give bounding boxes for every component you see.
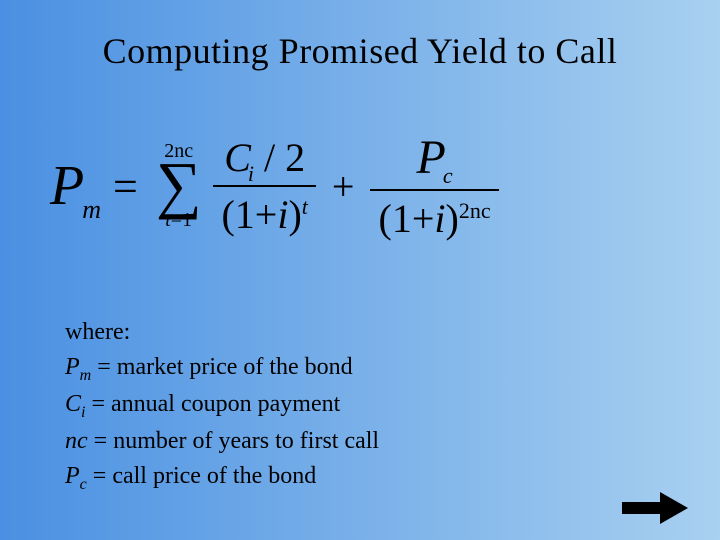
def-nc: nc = number of years to first call: [65, 424, 379, 459]
where-label: where:: [65, 315, 379, 350]
fraction-2: Pc (1+i)2nc: [370, 130, 498, 242]
formula-block: P m = 2nc ∑ t=1 Ci / 2 (1+i)t + Pc (1+i)…: [50, 130, 670, 300]
definitions: where: Pm = market price of the bond Ci …: [65, 315, 379, 496]
pm-sub-m: m: [82, 195, 101, 225]
frac2-denominator: (1+i)2nc: [370, 191, 498, 242]
plus-sign: +: [332, 163, 355, 210]
equals-sign: =: [113, 161, 138, 212]
sigma-lower: t=1: [165, 209, 192, 232]
sigma-symbol: ∑: [156, 159, 202, 210]
next-arrow-icon[interactable]: [620, 488, 690, 528]
def-ci: Ci = annual coupon payment: [65, 387, 379, 424]
def-pc: Pc = call price of the bond: [65, 459, 379, 496]
sigma-block: 2nc ∑ t=1: [156, 140, 202, 231]
fraction-1: Ci / 2 (1+i)t: [213, 134, 315, 238]
def-pm: Pm = market price of the bond: [65, 350, 379, 387]
formula-pm: P m: [50, 154, 101, 218]
pm-p: P: [50, 154, 84, 218]
frac1-numerator: Ci / 2: [216, 134, 313, 185]
frac2-numerator: Pc: [408, 130, 460, 189]
frac1-denominator: (1+i)t: [213, 187, 315, 238]
slide-title: Computing Promised Yield to Call: [0, 0, 720, 72]
